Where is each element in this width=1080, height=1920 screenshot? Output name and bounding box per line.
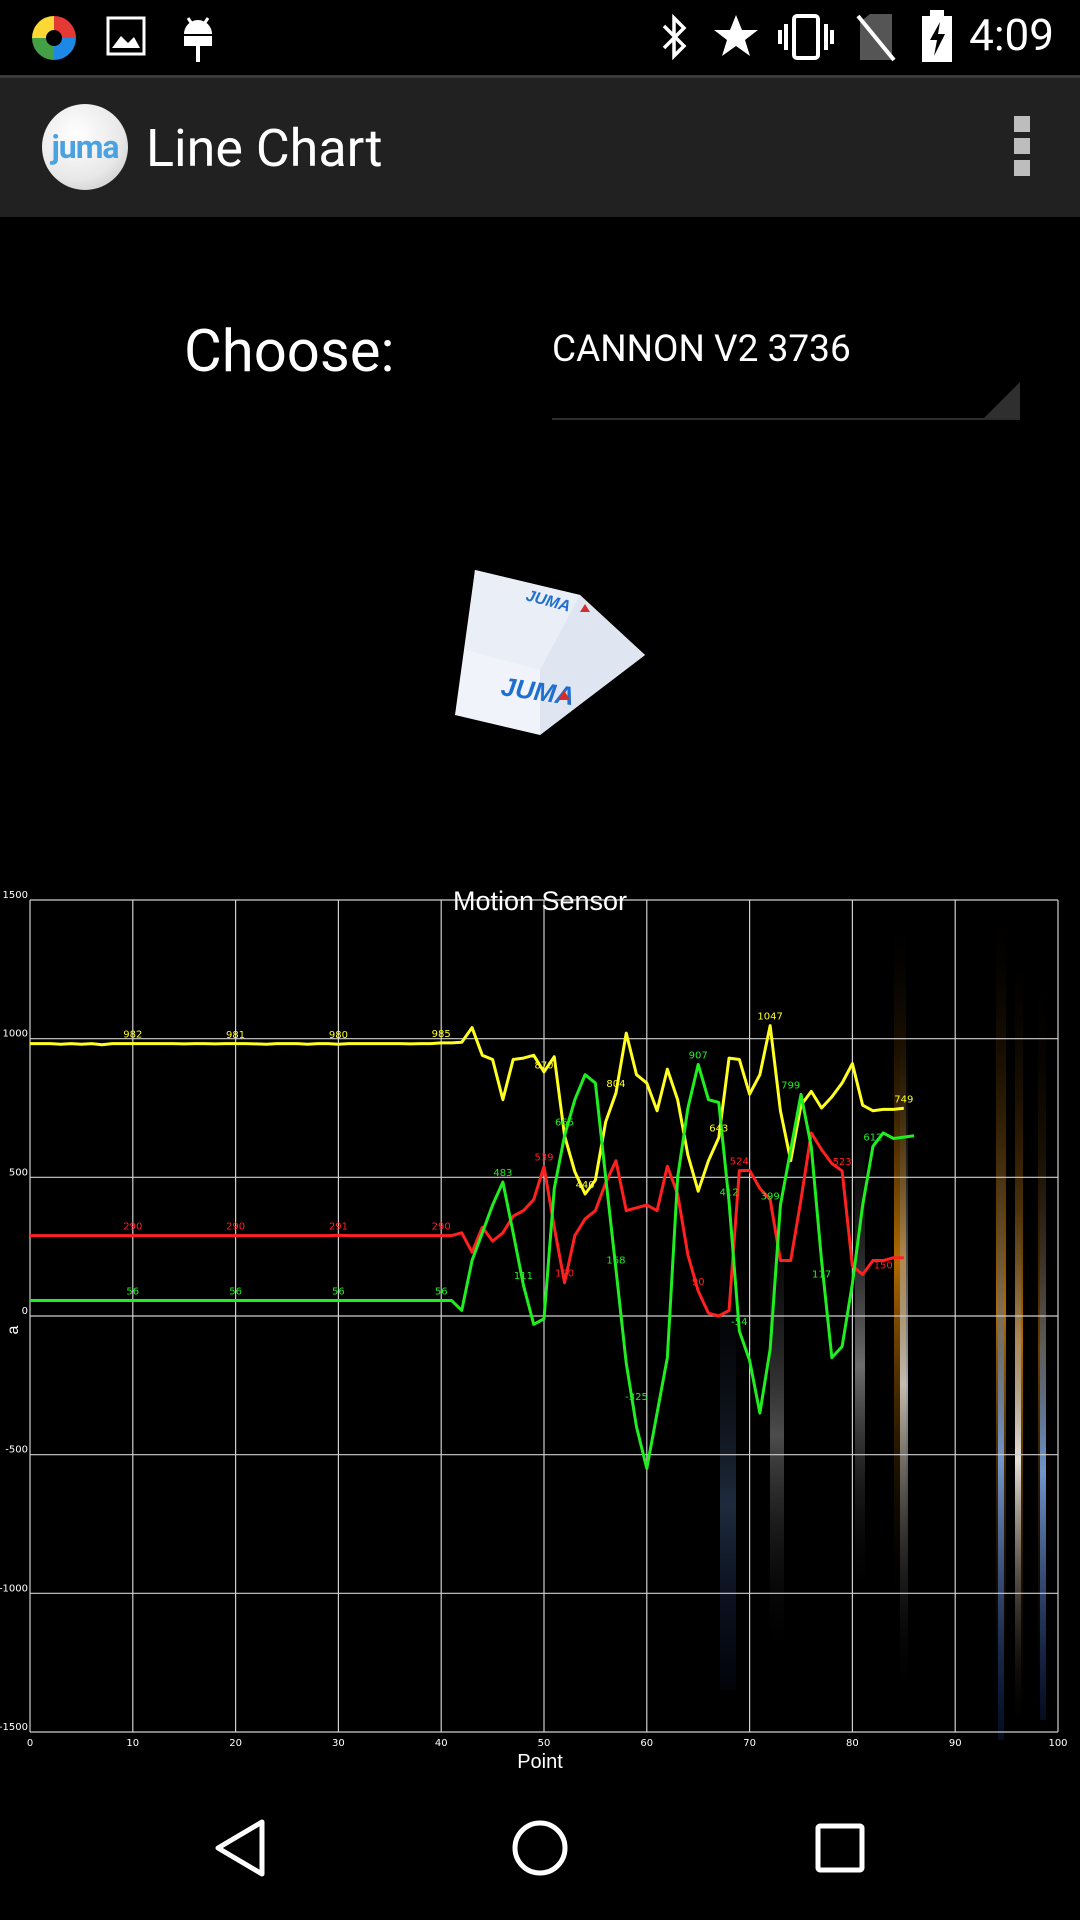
data-label: 985 <box>432 1029 451 1040</box>
data-label: 612 <box>863 1132 882 1143</box>
chart-title: Motion Sensor <box>453 886 627 916</box>
device-spinner-value: CANNON V2 3736 <box>552 328 851 371</box>
x-tick-label: 100 <box>1048 1738 1067 1749</box>
data-label: 804 <box>606 1079 625 1090</box>
motion-sensor-chart: 0 10 20 30 40 50 60 70 80 90 100 1500 1000 500 0 -500 -1… <box>0 880 1080 1773</box>
data-label: 150 <box>874 1260 893 1271</box>
data-label: 749 <box>894 1094 913 1105</box>
series-line-1 <box>30 1131 904 1318</box>
y-tick-label: 1500 <box>3 890 28 901</box>
data-label: 291 <box>329 1221 348 1232</box>
data-label: 120 <box>555 1269 574 1280</box>
overflow-menu-icon[interactable] <box>1014 116 1032 176</box>
x-tick-label: 70 <box>743 1738 756 1749</box>
line-chart: 0 10 20 30 40 50 60 70 80 90 100 1500 1000 500 0 -500 -1… <box>0 886 1068 1773</box>
recents-square-icon[interactable] <box>810 1816 870 1880</box>
chart-grid: 0 10 20 30 40 50 60 70 80 90 100 1500 1000 500 0 -500 -1… <box>0 890 1068 1749</box>
data-label: -325 <box>625 1392 648 1403</box>
no-sim-icon <box>856 14 896 62</box>
data-label: 56 <box>229 1286 242 1297</box>
home-circle-icon[interactable] <box>510 1816 570 1880</box>
data-label: 90 <box>692 1277 705 1288</box>
navigation-bar <box>0 1776 1080 1920</box>
x-tick-label: 30 <box>332 1738 345 1749</box>
spinner-arrow-icon <box>984 382 1020 418</box>
star-icon <box>714 15 758 56</box>
data-label: 539 <box>534 1153 553 1164</box>
data-label: 168 <box>606 1255 625 1266</box>
data-label: 412 <box>719 1188 738 1199</box>
data-label: 483 <box>493 1168 512 1179</box>
y-tick-label: 1000 <box>3 1029 28 1040</box>
data-label: 982 <box>123 1030 142 1041</box>
device-spinner[interactable]: CANNON V2 3736 <box>552 318 1020 420</box>
data-label: 907 <box>689 1050 708 1061</box>
x-tick-label: 40 <box>435 1738 448 1749</box>
y-tick-label: 500 <box>9 1167 28 1178</box>
data-label: 290 <box>226 1222 245 1233</box>
data-label: 56 <box>332 1286 345 1297</box>
x-tick-label: 50 <box>538 1738 551 1749</box>
chart-y-axis-label: a <box>5 1325 22 1334</box>
image-icon <box>106 16 146 56</box>
data-label: 56 <box>435 1286 448 1297</box>
app-logo-text: juma <box>51 128 119 166</box>
action-bar: juma Line Chart <box>0 75 1080 217</box>
battery-charging-icon <box>922 10 952 62</box>
data-label: 440 <box>576 1180 595 1191</box>
x-tick-label: 0 <box>27 1738 33 1749</box>
status-time: 4:09 <box>969 9 1054 61</box>
data-label: 56 <box>126 1286 139 1297</box>
data-label: 1047 <box>757 1012 782 1023</box>
choose-label: Choose: <box>184 318 395 386</box>
android-debug-icon <box>184 17 212 62</box>
status-bar: 4:09 <box>0 0 1080 75</box>
back-triangle-icon[interactable] <box>210 1816 270 1880</box>
chart-series <box>30 1024 915 1471</box>
data-label: 799 <box>781 1080 800 1091</box>
multicolor-app-icon <box>32 16 76 60</box>
y-tick-label: -500 <box>5 1445 28 1456</box>
orientation-cube: JUMA JUMA <box>455 570 645 735</box>
series-line-0 <box>30 1024 904 1196</box>
page-title: Line Chart <box>146 118 383 179</box>
data-label: 111 <box>514 1271 533 1282</box>
data-label: 981 <box>226 1030 245 1041</box>
data-label: 523 <box>833 1157 852 1168</box>
data-label: -54 <box>731 1317 747 1328</box>
chart-x-axis-label: Point <box>517 1751 563 1770</box>
y-tick-label: -1000 <box>0 1583 28 1594</box>
series-line-2 <box>30 1062 915 1471</box>
x-tick-label: 60 <box>640 1738 653 1749</box>
x-tick-label: 20 <box>229 1738 242 1749</box>
bluetooth-icon <box>662 13 687 61</box>
x-tick-label: 80 <box>846 1738 859 1749</box>
vibrate-icon <box>778 14 834 60</box>
y-tick-label: -1500 <box>0 1722 28 1733</box>
data-label: 399 <box>761 1191 780 1202</box>
data-label: 870 <box>534 1061 553 1072</box>
data-label: 117 <box>812 1270 831 1281</box>
chart-background-glow <box>720 900 1046 1740</box>
data-label: 524 <box>730 1157 749 1168</box>
chart-data-labels: 982 981 980 985 870 440 804 643 1047 749 290 290 291… <box>123 1012 913 1404</box>
data-label: 643 <box>709 1124 728 1135</box>
x-tick-label: 90 <box>949 1738 962 1749</box>
app-logo: juma <box>42 104 128 190</box>
data-label: 980 <box>329 1030 348 1041</box>
data-label: 665 <box>555 1118 574 1129</box>
x-tick-label: 10 <box>126 1738 139 1749</box>
data-label: 290 <box>123 1222 142 1233</box>
data-label: 290 <box>432 1222 451 1233</box>
y-tick-label: 0 <box>22 1306 28 1317</box>
